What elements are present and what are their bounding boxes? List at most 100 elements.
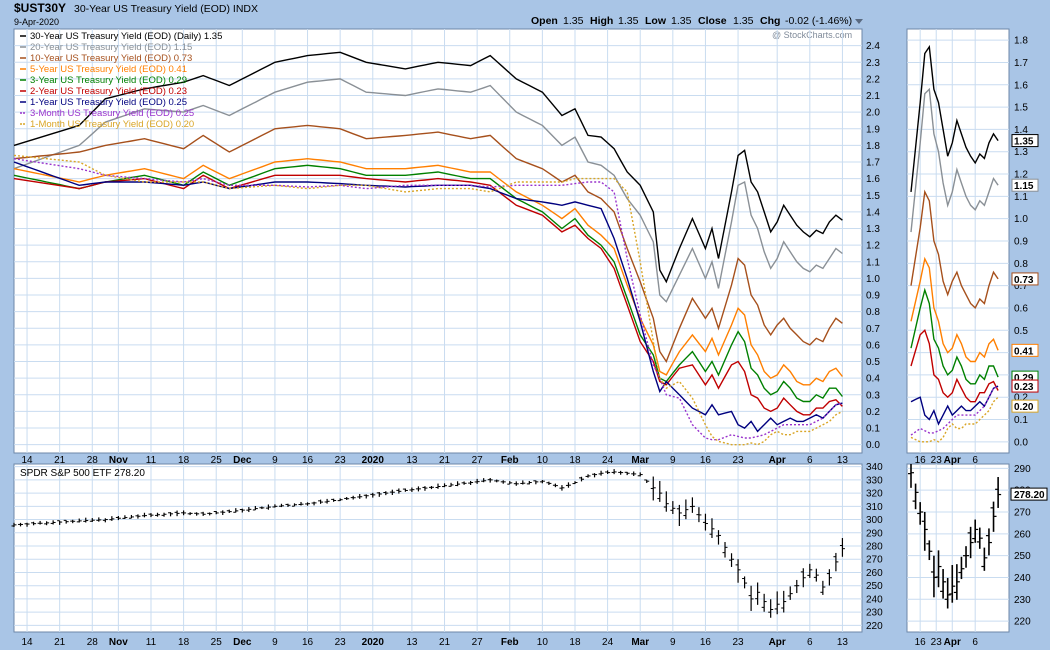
y-tick-label: 0.0 <box>866 440 880 451</box>
x-tick-label: 23 <box>335 637 347 648</box>
y-tick-label: 240 <box>866 594 883 605</box>
spy-legend-label: SPDR S&P 500 ETF 278.20 <box>20 468 145 479</box>
legend-entry: 1-Year US Treasury Yield (EOD) 0.25 <box>30 97 187 108</box>
open-value: 1.35 <box>563 15 584 27</box>
yield-zoom-line <box>910 329 999 403</box>
y-tick-label: 1.3 <box>1014 147 1028 158</box>
legend: 30-Year US Treasury Yield (EOD) (Daily) … <box>20 31 222 130</box>
symbol-label: $UST30Y <box>14 1 66 15</box>
x-tick-label: 6 <box>807 637 813 648</box>
legend-entry: 20-Year US Treasury Yield (EOD) 1.15 <box>30 42 192 53</box>
legend-entry: 10-Year US Treasury Yield (EOD) 0.73 <box>30 53 192 64</box>
yield-series-line <box>13 164 843 403</box>
x-tick-label: 25 <box>211 455 223 466</box>
spy-value-tag: 278.20 <box>1014 490 1045 501</box>
y-tick-label: 300 <box>866 515 883 526</box>
legend-entry: 30-Year US Treasury Yield (EOD) (Daily) … <box>30 31 222 42</box>
y-tick-label: 270 <box>866 555 883 566</box>
y-tick-label: 0.8 <box>866 307 880 318</box>
chart-header: $UST30Y 30-Year US Treasury Yield (EOD) … <box>14 1 863 27</box>
y-tick-label: 0.2 <box>1014 393 1028 404</box>
y-tick-label: 0.5 <box>866 357 880 368</box>
x-tick-label: 16 <box>700 637 712 648</box>
value-tag: 0.73 <box>1014 275 1034 286</box>
legend-entry: 2-Year US Treasury Yield (EOD) 0.23 <box>30 86 187 97</box>
y-tick-label: 0.1 <box>1014 415 1028 426</box>
yield-series-line <box>13 154 843 446</box>
legend-entry: 3-Year US Treasury Yield (EOD) 0.29 <box>30 75 187 86</box>
yield-zoom-line <box>910 256 999 363</box>
yield-series-line <box>13 157 843 386</box>
x-tick-label: 21 <box>439 637 451 648</box>
x-tick-label: 14 <box>21 455 33 466</box>
x-tick-label: 28 <box>87 455 99 466</box>
y-tick-label: 1.4 <box>1014 125 1028 136</box>
x-tick-label: 23 <box>931 455 943 466</box>
y-tick-label: 0.9 <box>1014 237 1028 248</box>
x-tick-label: 18 <box>569 637 581 648</box>
x-tick-label: 10 <box>537 637 549 648</box>
chg-label: Chg <box>760 15 780 27</box>
x-tick-label: 9 <box>670 637 676 648</box>
yield-series <box>13 51 843 446</box>
x-tick-label: Nov <box>109 637 128 648</box>
spy-panel <box>13 463 863 633</box>
y-tick-label: 1.7 <box>1014 58 1028 69</box>
x-tick-label: 11 <box>146 637 157 648</box>
value-tag-box <box>1011 178 1039 192</box>
close-value: 1.35 <box>733 15 754 27</box>
yield-series-line <box>13 51 843 284</box>
y-tick-label: 290 <box>866 528 883 539</box>
x-tick-label: Mar <box>631 637 649 648</box>
x-tick-label: 23 <box>732 637 744 648</box>
x-tick-label: 16 <box>700 455 712 466</box>
y-tick-label: 260 <box>1014 529 1031 540</box>
x-tick-label: 23 <box>931 637 943 648</box>
y-tick-label: 1.8 <box>1014 36 1028 47</box>
y-tick-label: 230 <box>1014 595 1031 606</box>
x-tick-label: 13 <box>837 637 849 648</box>
x-tick-label: 9 <box>670 455 676 466</box>
symbol-description: 30-Year US Treasury Yield (EOD) INDX <box>74 3 258 15</box>
x-tick-label: 23 <box>335 455 347 466</box>
y-tick-label: 1.3 <box>866 224 880 235</box>
x-tick-label: 6 <box>972 455 978 466</box>
x-tick-label: Nov <box>109 455 128 466</box>
value-tag: 1.35 <box>1014 137 1034 148</box>
x-tick-label: 21 <box>54 455 66 466</box>
value-tag-box <box>1011 272 1039 286</box>
value-tag: 0.29 <box>1014 373 1034 384</box>
legend-entry: 3-Month US Treasury Yield (EOD) 0.25 <box>30 108 194 119</box>
value-tag-box <box>1011 399 1039 413</box>
dropdown-arrow-icon[interactable] <box>855 19 863 24</box>
yield-zoom-line <box>910 385 999 436</box>
yield-series-line <box>13 174 843 416</box>
y-tick-label: 2.4 <box>866 41 880 52</box>
x-tick-label: 13 <box>406 637 418 648</box>
spy-value-box <box>1010 487 1048 501</box>
y-tick-label: 0.7 <box>866 324 880 335</box>
x-tick-label: Apr <box>769 455 786 466</box>
y-tick-label: 2.2 <box>866 74 880 85</box>
x-tick-label: Dec <box>233 455 252 466</box>
y-tick-label: 1.9 <box>866 124 880 135</box>
watermark: @ StockCharts.com <box>772 30 852 40</box>
x-tick-label: 2020 <box>362 455 385 466</box>
value-tag: 0.23 <box>1014 382 1034 393</box>
y-tick-label: 1.0 <box>866 274 880 285</box>
y-tick-label: 0.3 <box>866 390 880 401</box>
legend-entry: 5-Year US Treasury Yield (EOD) 0.41 <box>30 64 187 75</box>
low-label: Low <box>645 15 667 27</box>
y-tick-label: 2.1 <box>866 91 880 102</box>
y-tick-label: 310 <box>866 502 883 513</box>
y-tick-label: 1.5 <box>1014 103 1028 114</box>
y-tick-label: 0.1 <box>866 424 880 435</box>
x-tick-label: Apr <box>944 455 961 466</box>
y-tick-label: 330 <box>866 475 883 486</box>
chg-value: -0.02 (-1.46%) <box>785 15 852 27</box>
yield-series-line <box>13 158 843 441</box>
y-tick-label: 1.7 <box>866 158 880 169</box>
y-tick-label: 270 <box>1014 508 1031 519</box>
y-tick-label: 240 <box>1014 573 1031 584</box>
